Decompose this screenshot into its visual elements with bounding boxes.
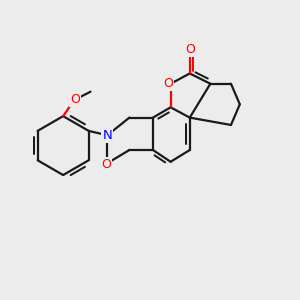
Text: O: O bbox=[101, 158, 111, 171]
Text: O: O bbox=[163, 77, 173, 90]
Text: O: O bbox=[185, 44, 195, 56]
Text: O: O bbox=[70, 93, 80, 106]
Text: N: N bbox=[102, 129, 112, 142]
